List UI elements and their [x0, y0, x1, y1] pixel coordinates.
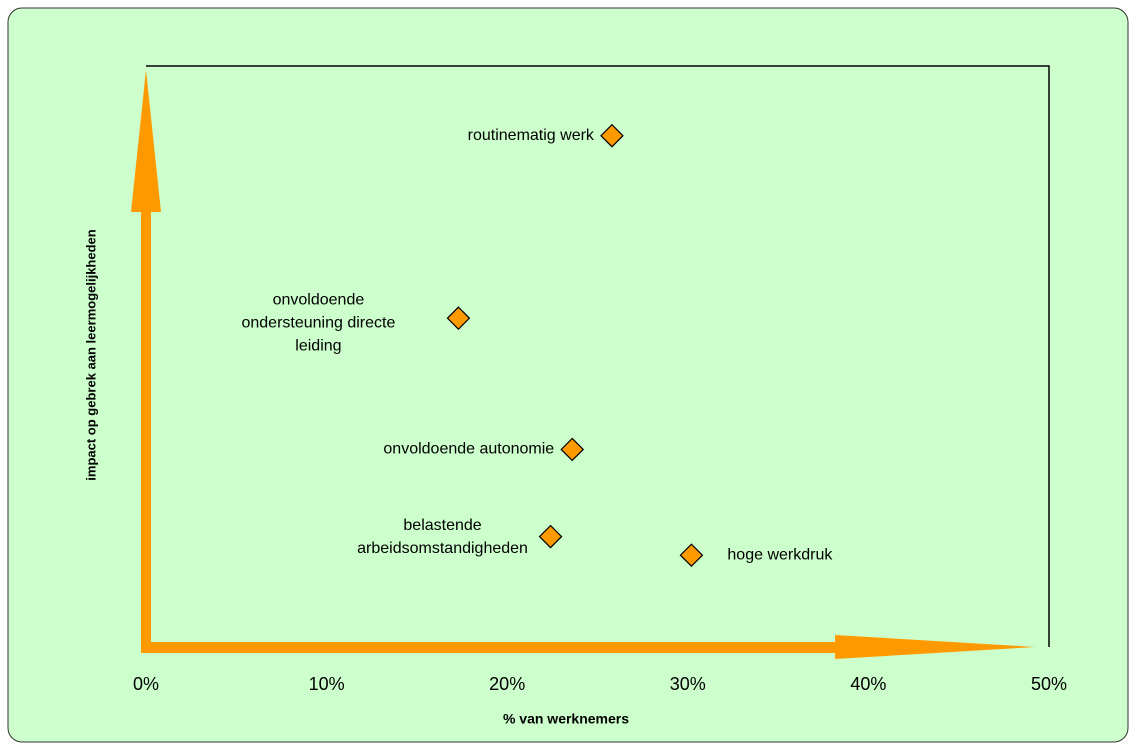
point-label: hoge werkdruk [727, 546, 833, 563]
x-tick-label: 50% [1031, 674, 1067, 694]
x-tick-label: 30% [670, 674, 706, 694]
point-label: ondersteuning directe [241, 314, 395, 331]
point-label: leiding [295, 337, 341, 354]
chart-panel [7, 7, 1129, 743]
point-label: onvoldoende autonomie [383, 441, 554, 458]
plot-frame [146, 65, 1050, 647]
y-axis-label: impact op gebrek aan leermogelijkheden [83, 229, 98, 480]
x-tick-label: 40% [850, 674, 886, 694]
point [600, 123, 624, 148]
x-tick-label: 10% [309, 674, 345, 694]
x-tick-label: 0% [133, 674, 159, 694]
point [446, 306, 471, 331]
x-arrow [141, 635, 1035, 659]
point-label: onvoldoende [273, 291, 365, 308]
point-label: arbeidsomstandigheden [357, 540, 528, 557]
x-tick-label: 20% [489, 674, 525, 694]
point [560, 437, 585, 462]
point-label: belastende [403, 517, 481, 534]
point-label: routinematig werk [468, 127, 595, 144]
x-axis-label: % van werknemers [503, 711, 629, 727]
point [679, 543, 704, 568]
y-arrow [131, 70, 161, 647]
point [538, 524, 563, 549]
